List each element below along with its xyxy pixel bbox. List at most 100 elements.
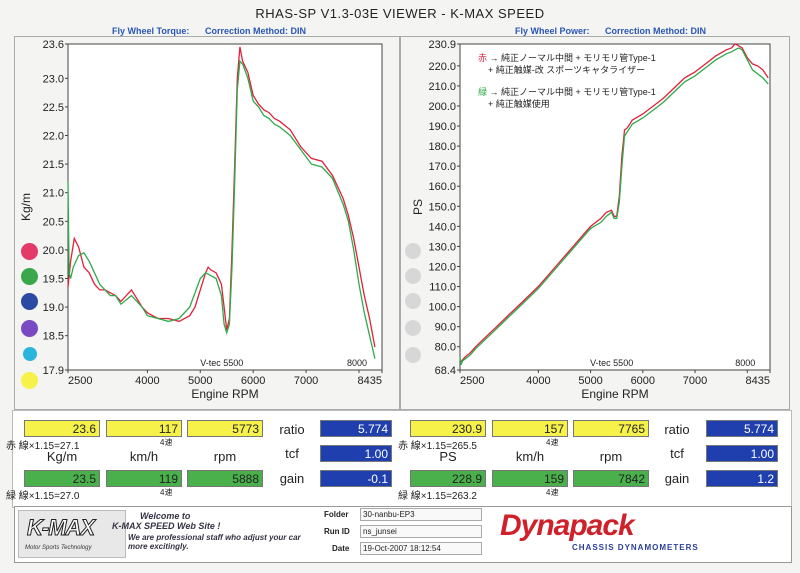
y-tick-label: 210.0 (428, 81, 456, 93)
legend-green-mark: 緑 (478, 87, 488, 97)
date-value: 19-Oct-2007 18:12:54 (360, 542, 482, 555)
power-chart: 230.9 220.0 210.0 200.0 190.0 180.0 170.0 160.0… (411, 39, 771, 401)
unit-speed: km/h (129, 449, 159, 464)
dynapack-logo: Dynapack (500, 509, 635, 542)
x-tick-label: 7000 (683, 375, 707, 387)
rpm-red-value: 5773 (187, 420, 263, 437)
x-tick-label: 8000 (735, 358, 755, 368)
blurb-text: We are professional staff who adjust you… (128, 533, 301, 551)
unit-torque: Kg/m (46, 449, 78, 464)
folder-label: Folder (324, 510, 349, 519)
legend-red-line1: → 純正ノーマル中間 + モリモリ管Type-1 (489, 53, 656, 63)
tcf-label-right: tcf (670, 446, 684, 461)
color-dot-cyan[interactable] (23, 347, 37, 361)
y-tick-label: 90.0 (435, 322, 456, 334)
red-gear-label: 4速 (160, 438, 173, 447)
empty-dot[interactable] (405, 293, 421, 309)
torque-green-value: 23.5 (24, 470, 100, 487)
y-tick-label: 130.0 (428, 241, 456, 253)
x-tick-label: 5000 (188, 375, 212, 387)
kmax-tagline: Motor Sports Technology (25, 545, 92, 551)
plot-area (459, 43, 771, 371)
y-tick-label: 200.0 (428, 101, 456, 113)
x-tick-label: 8435 (358, 375, 382, 387)
x-axis-label: Engine RPM (191, 387, 258, 401)
tcf-label: tcf (285, 446, 299, 461)
speed-green-value: 119 (106, 470, 182, 487)
color-dot-purple[interactable] (21, 320, 38, 337)
y-tick-label: 120.0 (428, 261, 456, 273)
kmax-logo[interactable]: K-MAX Motor Sports Technology (18, 510, 126, 558)
speed-red-value: 117 (106, 420, 182, 437)
series-line-red (459, 43, 769, 364)
x-tick-label: 2500 (460, 375, 484, 387)
vtec-annotation: V-tec 5500 (200, 358, 243, 368)
torque-chart-frame (14, 36, 400, 410)
gain-label: gain (279, 471, 305, 486)
viewer-title: RHAS-SP V1.3-03E VIEWER - K-MAX SPEED (255, 6, 545, 21)
power-red-value: 230.9 (410, 420, 486, 437)
empty-dot[interactable] (405, 243, 421, 259)
ratio-value[interactable]: 5.774 (320, 420, 392, 437)
rpm-green-value: 5888 (187, 470, 263, 487)
unit-power: PS (439, 449, 457, 464)
gain-value[interactable]: -0.1 (320, 470, 392, 487)
y-axis-label: Kg/m (19, 193, 33, 221)
rpm-red-value-right: 7765 (573, 420, 649, 437)
legend-red-line2: + 純正触媒-改 スポーツキャタライザー (488, 65, 646, 75)
x-tick-label: 4000 (135, 375, 159, 387)
torque-chart: 23.6 23.0 22.5 22.0 21.5 21.0 20.5 20.0 19.5 19.0… (19, 39, 383, 401)
y-tick-label: 230.9 (428, 39, 456, 51)
power-legend: 赤 → 純正ノーマル中間 + モリモリ管Type-1 + 純正触媒-改 スポーツ… (478, 52, 656, 110)
y-tick-label: 17.9 (43, 365, 64, 377)
color-dot-yellow[interactable] (21, 372, 38, 389)
green-gear-label-right: 4速 (546, 488, 559, 497)
y-tick-label: 170.0 (428, 161, 456, 173)
gain-value-right[interactable]: 1.2 (706, 470, 778, 487)
color-dot-red[interactable] (21, 243, 38, 260)
run-value: ns_junsei (360, 525, 482, 538)
y-tick-label: 18.5 (43, 331, 64, 343)
x-tick-label: 6000 (241, 375, 265, 387)
y-tick-label: 23.0 (43, 73, 64, 85)
red-correction-note-right: 赤 線×1.15=265.5 (398, 441, 477, 452)
unit-rpm: rpm (213, 449, 237, 464)
y-tick-label: 100.0 (428, 302, 456, 314)
welcome-text: Welcome to (140, 511, 191, 521)
unit-speed-right: km/h (515, 449, 545, 464)
y-tick-label: 21.5 (43, 159, 64, 171)
gain-label-right: gain (664, 471, 690, 486)
y-tick-label: 80.0 (435, 342, 456, 354)
x-tick-label: 4000 (526, 375, 550, 387)
color-dot-blue[interactable] (21, 293, 38, 310)
site-text[interactable]: K-MAX SPEED Web Site ! (112, 521, 221, 531)
empty-dot[interactable] (405, 320, 421, 336)
torque-correction: Correction Method: DIN (205, 26, 306, 36)
rpm-green-value-right: 7842 (573, 470, 649, 487)
ratio-value-right[interactable]: 5.774 (706, 420, 778, 437)
x-axis-label: Engine RPM (581, 387, 648, 401)
color-dot-green[interactable] (21, 268, 38, 285)
empty-dot[interactable] (405, 347, 421, 363)
y-tick-label: 20.0 (43, 245, 64, 257)
tcf-value-right[interactable]: 1.00 (706, 445, 778, 462)
x-tick-label: 6000 (631, 375, 655, 387)
torque-red-value: 23.6 (24, 420, 100, 437)
run-label: Run ID (324, 527, 350, 536)
y-tick-label: 190.0 (428, 121, 456, 133)
power-subtitle: Fly Wheel Power: (515, 26, 590, 36)
power-green-value: 228.9 (410, 470, 486, 487)
y-tick-label: 20.5 (43, 216, 64, 228)
power-chart-frame (400, 36, 790, 410)
y-tick-label: 220.0 (428, 61, 456, 73)
x-tick-label: 8435 (746, 375, 770, 387)
y-tick-label: 22.0 (43, 131, 64, 143)
x-tick-label: 5000 (578, 375, 602, 387)
y-axis-label: PS (411, 199, 425, 215)
legend-green-line1: → 純正ノーマル中間 + モリモリ管Type-1 (489, 87, 656, 97)
empty-dot[interactable] (405, 268, 421, 284)
y-tick-label: 23.6 (43, 39, 64, 51)
y-tick-label: 110.0 (429, 282, 456, 294)
power-correction: Correction Method: DIN (605, 26, 706, 36)
tcf-value[interactable]: 1.00 (320, 445, 392, 462)
